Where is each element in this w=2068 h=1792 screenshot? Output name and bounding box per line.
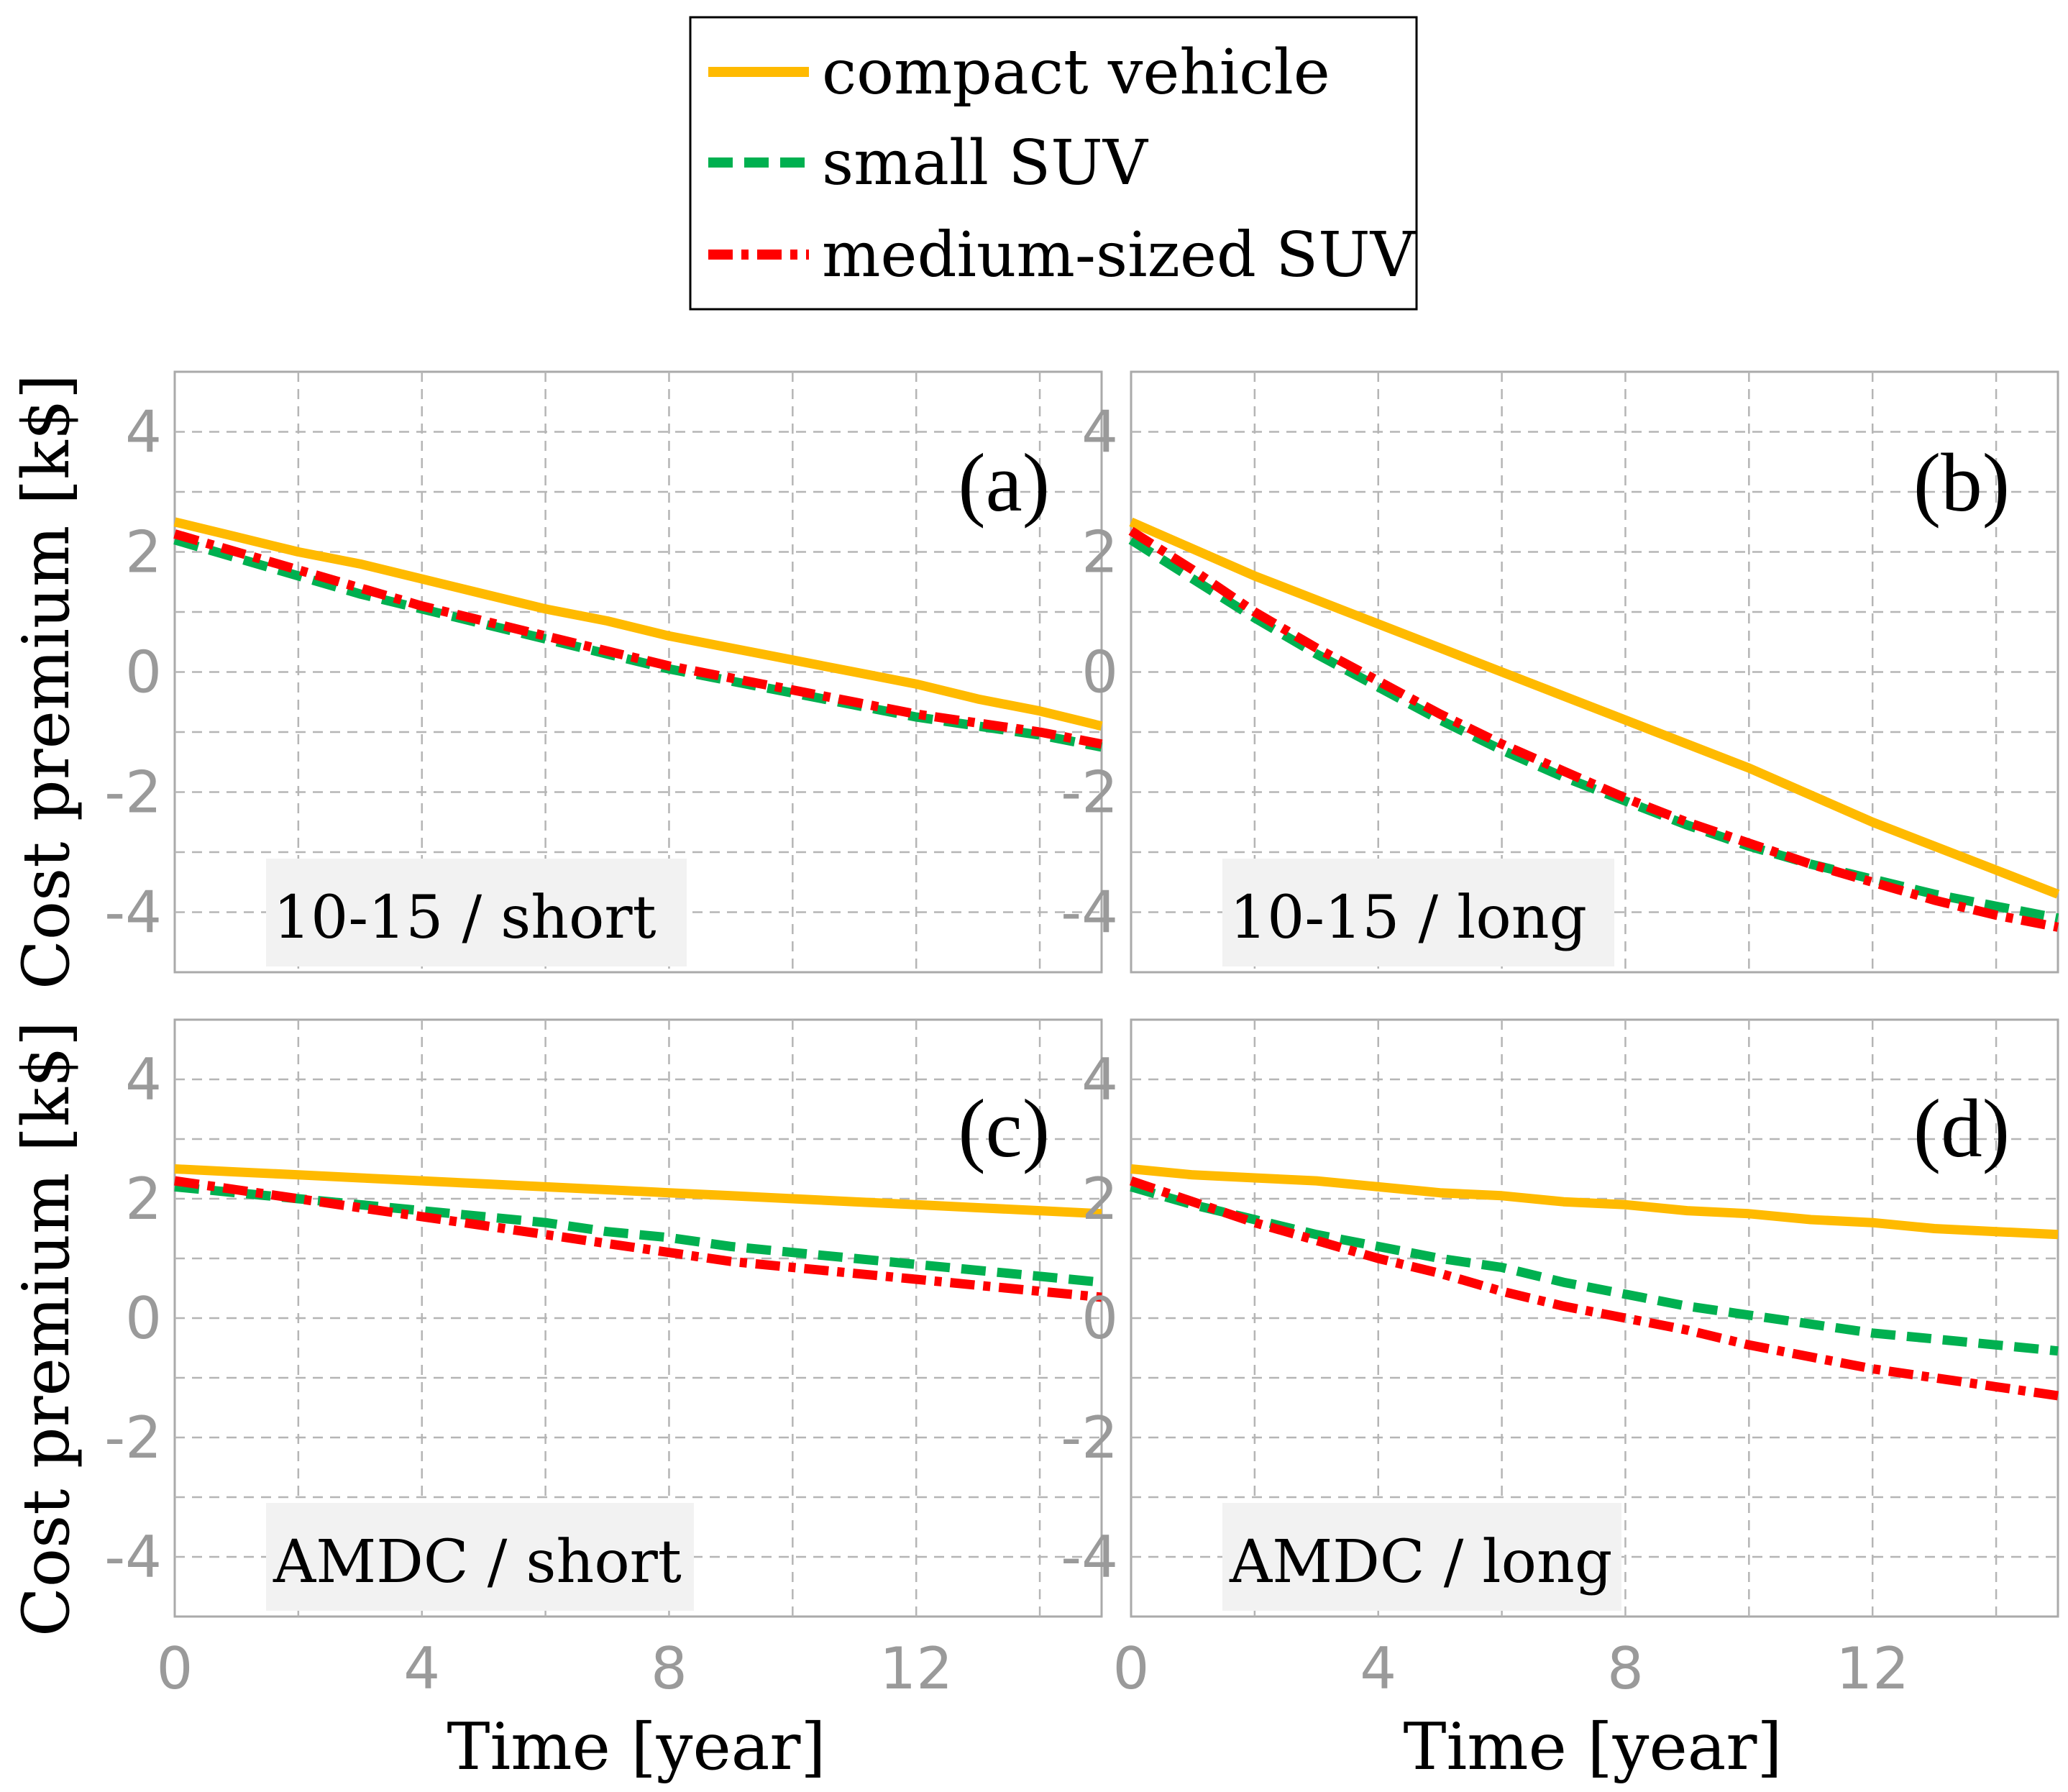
panel-a: 4 2 0 -2 -4 10-15 / short (a): [104, 370, 1103, 974]
y-tick-label: 2: [1081, 1166, 1118, 1233]
panel-c: 4 2 0 -2 -4 0 4 8 12 AMDC / short (c): [104, 1018, 1103, 1702]
panel-label: (b): [1913, 437, 2010, 529]
x-tick-label: 12: [1836, 1635, 1909, 1702]
y-tick-label: -2: [104, 1404, 162, 1471]
legend-box: [689, 16, 1418, 311]
y-tick-label: -4: [104, 879, 162, 946]
y-tick-label: 0: [125, 639, 162, 706]
y-tick-label: -4: [1061, 879, 1118, 946]
panel-label: (d): [1913, 1083, 2010, 1174]
condition-label-bg: [1222, 1503, 1621, 1611]
series-line-small-suv: [1128, 536, 2059, 923]
condition-label: 10-15 / long: [1230, 884, 1587, 952]
condition-label-bg: [266, 859, 687, 966]
x-tick-label: 8: [651, 1635, 687, 1702]
condition-label: AMDC / short: [273, 1528, 682, 1596]
legend-label-medium-sized-suv: medium-sized SUV: [822, 219, 1417, 291]
legend-label-small-suv: small SUV: [822, 127, 1149, 199]
y-tick-label: -2: [1061, 1404, 1118, 1471]
y-tick-label: 2: [1081, 519, 1118, 586]
series-line-medium-sized-suv: [1129, 1176, 2059, 1401]
x-tick-label: 0: [1113, 1635, 1150, 1702]
series-line-medium-sized-suv: [173, 529, 1103, 749]
y-tick-label: -2: [1061, 759, 1118, 826]
series-line-medium-sized-suv: [174, 1176, 1102, 1302]
y-tick-label: 4: [1081, 399, 1118, 466]
series-line-compact-vehicle: [173, 517, 1103, 731]
x-axis-title-right: Time [year]: [1403, 1709, 1782, 1785]
condition-label-bg: [1222, 859, 1614, 966]
x-axis-title-left: Time [year]: [447, 1709, 825, 1785]
series-line-compact-vehicle: [174, 1164, 1102, 1219]
y-tick-label: 2: [125, 1166, 162, 1233]
legend-entry-compact-vehicle: compact vehicle: [708, 37, 1330, 109]
x-tick-label: 0: [157, 1635, 193, 1702]
x-tick-label: 4: [1360, 1635, 1396, 1702]
y-tick-label: 4: [1081, 1046, 1118, 1113]
condition-label: AMDC / long: [1229, 1528, 1612, 1596]
legend-entry-medium-sized-suv: medium-sized SUV: [708, 219, 1417, 291]
y-axis-title-bottom: Cost premium [k$]: [9, 1021, 84, 1637]
series-line-medium-sized-suv: [1128, 526, 2059, 932]
panel-b: 4 2 0 -2 -4 10-15 / long (b): [1061, 370, 2060, 974]
y-axis-title-top: Cost premium [k$]: [9, 374, 84, 989]
series-line-compact-vehicle: [1130, 1164, 2059, 1240]
legend: compact vehicle small SUV medium-sized S…: [689, 16, 1418, 311]
panel-label: (a): [958, 437, 1050, 529]
x-tick-label: 12: [879, 1635, 953, 1702]
y-tick-label: 0: [1081, 1285, 1118, 1352]
condition-label-bg: [266, 1503, 694, 1611]
legend-entry-small-suv: small SUV: [708, 127, 1149, 199]
y-tick-label: 0: [125, 1285, 162, 1352]
panel-label: (c): [958, 1083, 1050, 1174]
y-tick-label: -4: [104, 1524, 162, 1591]
y-tick-label: 4: [125, 1046, 162, 1113]
y-tick-label: 0: [1081, 639, 1118, 706]
y-tick-label: 2: [125, 519, 162, 586]
x-tick-label: 8: [1607, 1635, 1644, 1702]
legend-label-compact-vehicle: compact vehicle: [822, 37, 1330, 109]
y-tick-label: -2: [104, 759, 162, 826]
panel-d: 4 2 0 -2 -4 0 4 8 12 AMDC / long (d): [1061, 1018, 2059, 1702]
condition-label: 10-15 / short: [273, 884, 656, 952]
y-tick-label: -4: [1061, 1524, 1118, 1591]
x-tick-label: 4: [403, 1635, 440, 1702]
y-tick-label: 4: [125, 399, 162, 466]
series-line-compact-vehicle: [1129, 517, 2060, 899]
